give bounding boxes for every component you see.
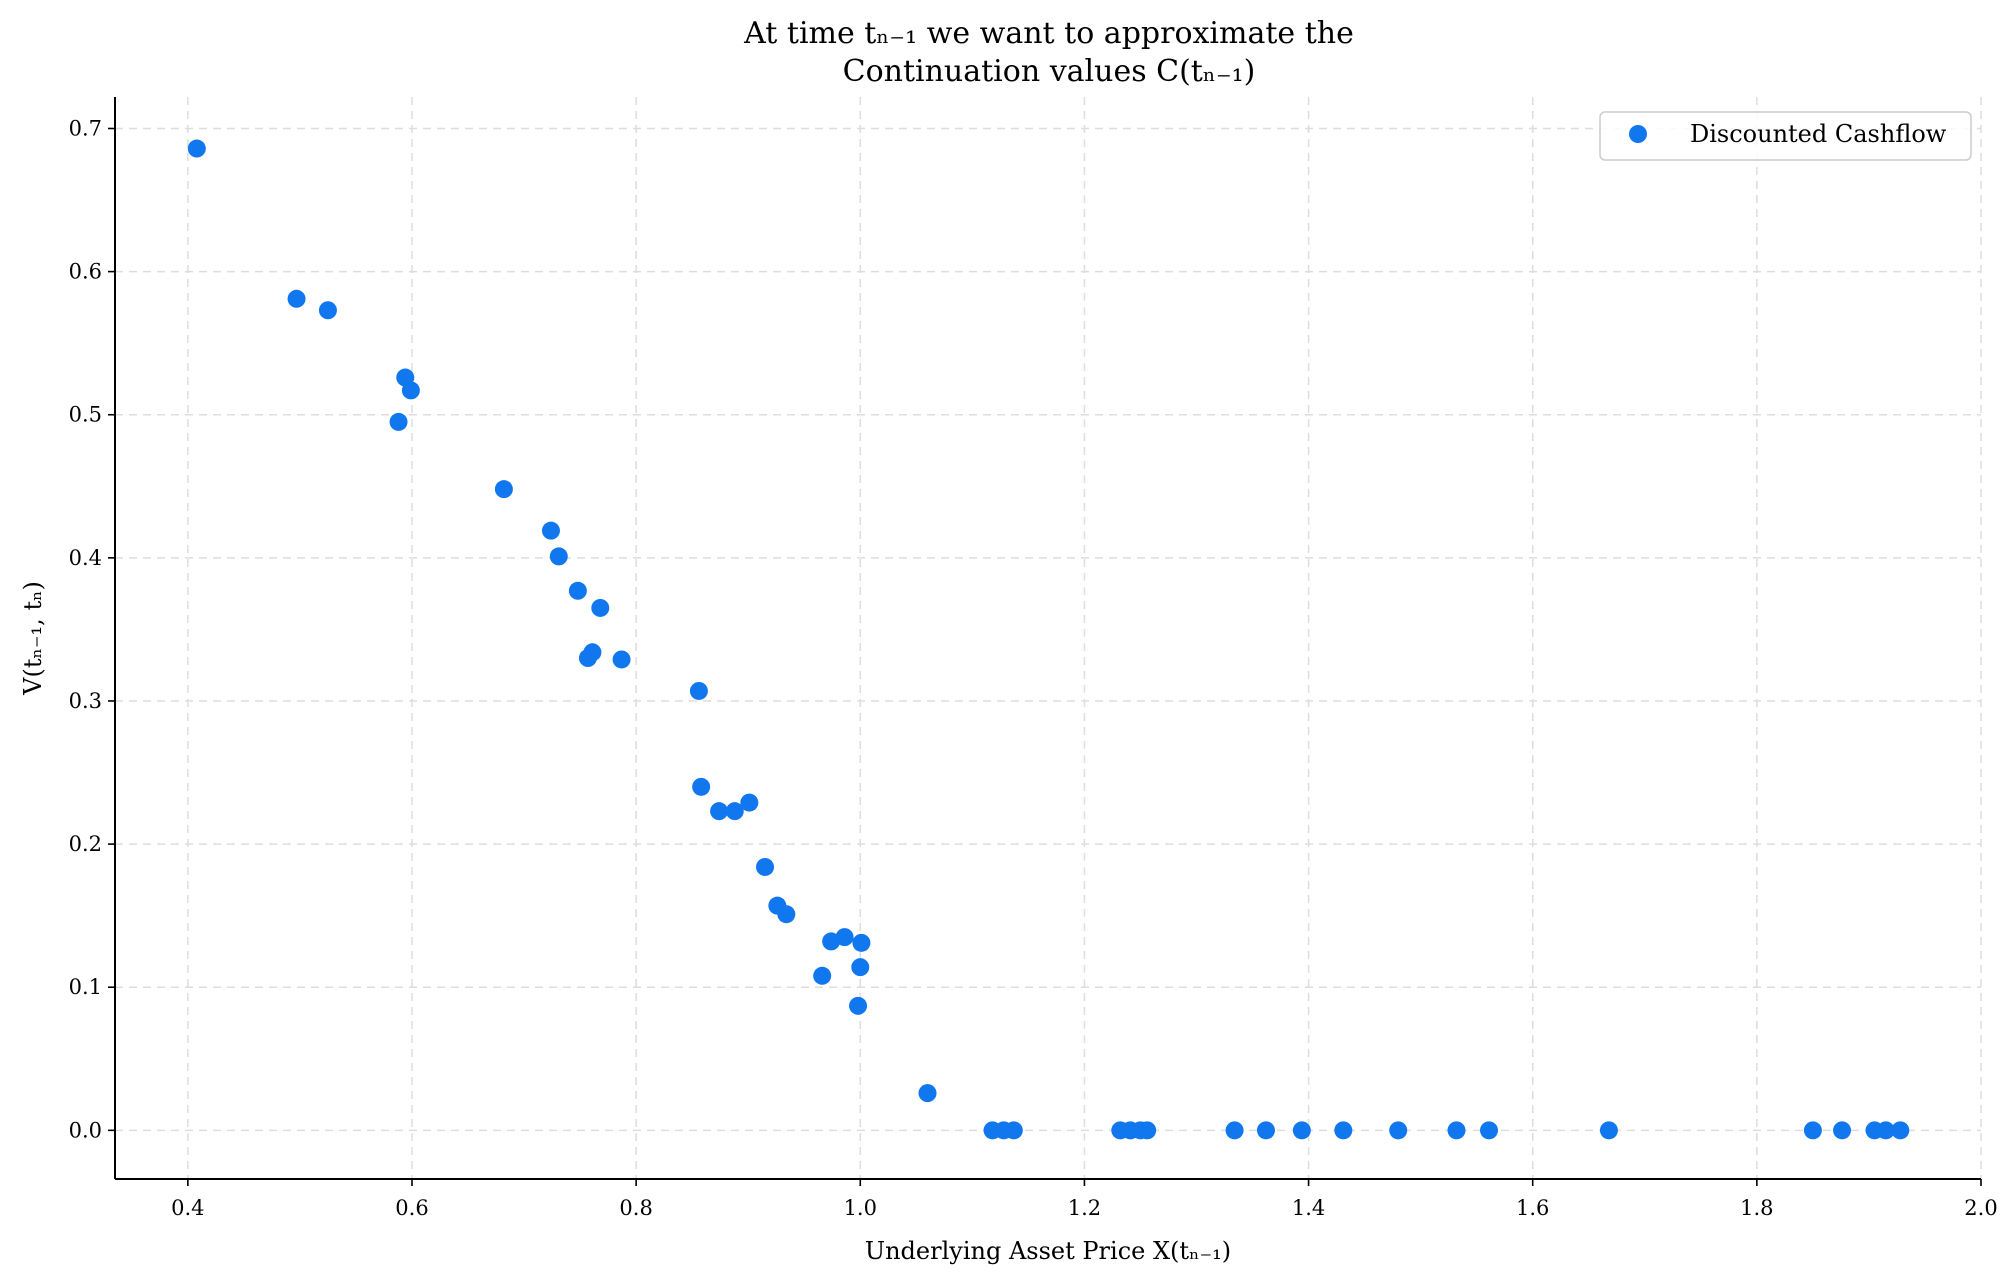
data-point (1803, 1121, 1822, 1140)
data-point (1138, 1121, 1157, 1140)
data-point (692, 777, 711, 796)
chart-title-line-2: Continuation values C(tₙ₋₁) (843, 54, 1256, 89)
data-point (725, 802, 744, 821)
data-point (756, 857, 775, 876)
y-tick-label: 0.3 (69, 689, 102, 713)
data-point (849, 996, 868, 1015)
grid (115, 97, 1982, 1179)
data-point (401, 381, 420, 400)
x-tick-label: 0.8 (619, 1196, 652, 1220)
data-point (1225, 1121, 1244, 1140)
data-point (918, 1084, 937, 1103)
x-axis-label: Underlying Asset Price X(tₙ₋₁) (865, 1237, 1231, 1265)
data-point (1389, 1121, 1408, 1140)
data-point (318, 301, 337, 320)
data-point (591, 598, 610, 617)
y-tick-label: 0.4 (69, 546, 102, 570)
data-point (1292, 1121, 1311, 1140)
legend-frame (1599, 111, 1972, 161)
x-tick-label: 2.0 (1964, 1196, 1997, 1220)
data-point (689, 681, 708, 700)
data-point (1004, 1121, 1023, 1140)
data-point (777, 905, 796, 924)
y-tick-label: 0.6 (69, 260, 102, 284)
data-point (1256, 1121, 1275, 1140)
data-point (1876, 1121, 1895, 1140)
data-point (740, 793, 759, 812)
data-point (1480, 1121, 1499, 1140)
data-point (541, 521, 560, 540)
x-tick-label: 1.4 (1292, 1196, 1325, 1220)
x-tick-label: 1.8 (1740, 1196, 1773, 1220)
x-tick-label: 0.4 (171, 1196, 204, 1220)
data-point (287, 289, 306, 308)
data-point (1891, 1121, 1910, 1140)
data-point (1334, 1121, 1353, 1140)
x-tick-label: 1.0 (844, 1196, 877, 1220)
y-tick-label: 0.7 (69, 116, 102, 140)
legend-marker (1629, 125, 1647, 143)
data-point (710, 802, 729, 821)
data-point (813, 966, 832, 985)
x-tick-label: 1.2 (1068, 1196, 1101, 1220)
x-tick-label: 0.6 (395, 1196, 428, 1220)
data-point (1447, 1121, 1466, 1140)
axis-ticks: 0.4 0.6 0.8 1.0 1.2 1.4 1.6 1.8 2.0 0.0 0.1 0.2 0.3 0… (69, 116, 1998, 1220)
data-point (187, 139, 206, 158)
y-tick-label: 0.0 (69, 1118, 102, 1142)
data-point (1833, 1121, 1852, 1140)
x-tick-label: 1.6 (1516, 1196, 1549, 1220)
data-point (612, 650, 631, 669)
data-point (578, 649, 597, 668)
data-point (852, 933, 871, 952)
data-point (851, 958, 870, 977)
legend-label: Discounted Cashflow (1690, 120, 1947, 148)
y-tick-label: 0.5 (69, 403, 102, 427)
y-tick-label: 0.2 (69, 832, 102, 856)
y-tick-label: 0.1 (69, 975, 102, 999)
data-point (494, 480, 513, 499)
data-point (549, 547, 568, 566)
data-point (389, 412, 408, 431)
data-point (1599, 1121, 1618, 1140)
y-axis-label: V(tₙ₋₁, tₙ) (19, 581, 47, 696)
axes-spines (114, 97, 1981, 1180)
scatter-points (187, 139, 1910, 1140)
data-point (835, 928, 854, 947)
legend: Discounted Cashflow (1599, 111, 1972, 161)
data-point (568, 581, 587, 600)
chart-title-line-1: At time tₙ₋₁ we want to approximate the (743, 16, 1354, 51)
